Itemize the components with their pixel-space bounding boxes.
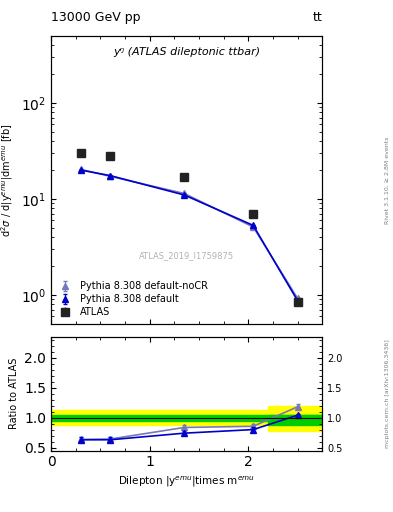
X-axis label: Dilepton |y$^{emu}$|times m$^{emu}$: Dilepton |y$^{emu}$|times m$^{emu}$ (118, 475, 255, 489)
Y-axis label: d$^2\sigma$ / d|y$^{emu}$|dm$^{emu}$ [fb]: d$^2\sigma$ / d|y$^{emu}$|dm$^{emu}$ [fb… (0, 123, 15, 237)
Bar (268, 406, 322, 432)
Text: Rivet 3.1.10, ≥ 2.8M events: Rivet 3.1.10, ≥ 2.8M events (385, 136, 389, 224)
Text: mcplots.cern.ch [arXiv:1306.3436]: mcplots.cern.ch [arXiv:1306.3436] (385, 339, 389, 448)
Bar (51, 410, 322, 425)
Y-axis label: Ratio to ATLAS: Ratio to ATLAS (9, 358, 19, 429)
Bar (268, 415, 322, 425)
Text: 13000 GeV pp: 13000 GeV pp (51, 11, 141, 25)
Text: ATLAS_2019_I1759875: ATLAS_2019_I1759875 (139, 251, 234, 261)
Text: yᵑ (ATLAS dileptonic ttbar): yᵑ (ATLAS dileptonic ttbar) (113, 47, 260, 57)
Legend: Pythia 8.308 default-noCR, Pythia 8.308 default, ATLAS: Pythia 8.308 default-noCR, Pythia 8.308 … (56, 279, 210, 319)
Text: tt: tt (312, 11, 322, 25)
Bar (51, 415, 322, 420)
